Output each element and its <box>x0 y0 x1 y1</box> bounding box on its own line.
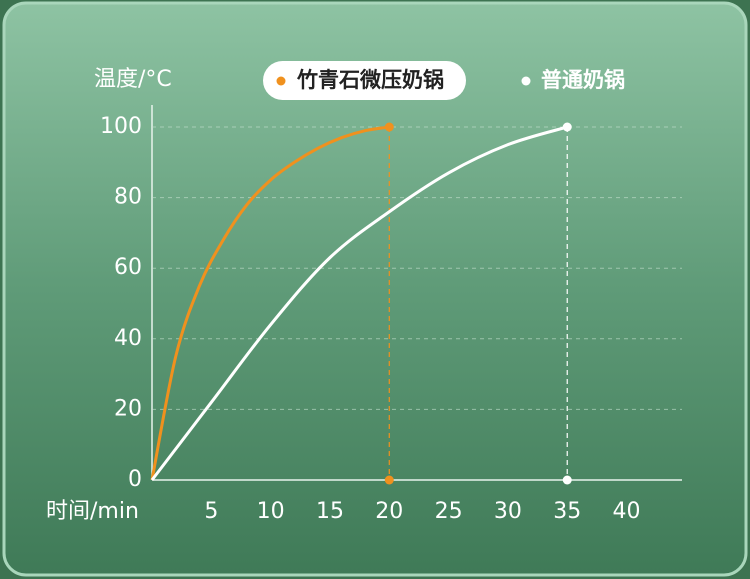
legend-label: 竹青石微压奶锅 <box>296 68 444 92</box>
x-tick-label: 35 <box>553 499 581 524</box>
y-tick-label: 20 <box>114 396 142 421</box>
x-tick-label: 10 <box>257 499 285 524</box>
legend-marker <box>521 76 531 86</box>
line <box>150 125 568 481</box>
end-point <box>562 122 572 132</box>
y-tick-label: 0 <box>128 467 142 492</box>
y-tick-label: 100 <box>100 114 142 139</box>
y-tick-label: 60 <box>114 255 142 280</box>
x-tick-label: 30 <box>494 499 522 524</box>
x-tick-label: 5 <box>204 499 218 524</box>
x-tick-label: 15 <box>316 499 344 524</box>
axis-point <box>384 475 394 485</box>
y-tick-label: 80 <box>114 185 142 210</box>
legend-highlight <box>263 61 466 100</box>
y-axis-title: 温度/°C <box>94 67 172 92</box>
axis-point <box>562 475 572 485</box>
x-tick-label: 20 <box>375 499 403 524</box>
y-tick-label: 40 <box>114 326 142 351</box>
x-axis-title: 时间/min <box>46 499 139 524</box>
line <box>150 125 390 481</box>
x-tick-label: 25 <box>435 499 463 524</box>
legend-marker <box>276 76 286 86</box>
legend-label: 普通奶锅 <box>541 68 625 92</box>
x-tick-label: 40 <box>613 499 641 524</box>
end-point <box>384 122 394 132</box>
